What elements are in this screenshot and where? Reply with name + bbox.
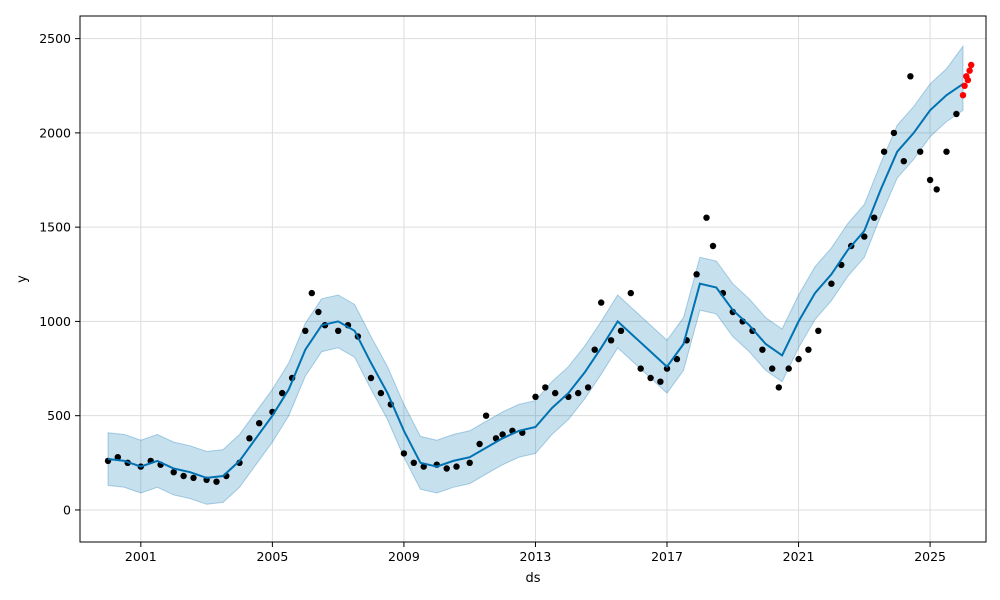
observed-point (575, 389, 582, 397)
y-tick-label: 1000 (39, 314, 71, 329)
observed-point (213, 478, 220, 485)
observed-point (598, 299, 605, 306)
y-tick-label: 2000 (39, 125, 71, 140)
forecast-line (107, 83, 964, 479)
grid-lines (80, 16, 986, 542)
observed-point (315, 308, 322, 316)
x-axis-ticks: 2001 2005 2009 2013 2017 2021 2025 (125, 542, 946, 564)
y-axis-label: y (15, 275, 30, 283)
uncertainty-band-area (107, 44, 964, 505)
observed-point (617, 327, 625, 334)
observed-point (828, 280, 835, 287)
observed-point (795, 355, 802, 363)
recent-points (959, 61, 975, 99)
observed-point (703, 214, 710, 221)
observed-point (377, 389, 385, 397)
observed-point (246, 435, 253, 442)
x-tick-label: 2001 (125, 549, 157, 564)
observed-point (637, 365, 644, 372)
observed-point (759, 346, 766, 353)
observed-point (805, 346, 812, 353)
observed-point (917, 148, 924, 155)
observed-point (943, 148, 950, 155)
observed-point (663, 365, 671, 372)
observed-point (466, 459, 473, 466)
observed-point (482, 412, 490, 419)
observed-point (453, 463, 460, 470)
observed-point (749, 327, 756, 334)
observed-point (953, 110, 960, 118)
observed-point (335, 327, 342, 334)
observed-point (476, 440, 483, 448)
forecast-path (107, 83, 964, 479)
observed-point (769, 365, 776, 372)
observed-point (532, 393, 539, 400)
recent-point (961, 82, 968, 90)
observed-point (785, 365, 792, 372)
observed-point (900, 158, 907, 165)
x-tick-label: 2017 (651, 549, 683, 564)
x-tick-label: 2005 (256, 549, 288, 564)
observed-point (584, 384, 592, 391)
y-tick-label: 500 (47, 408, 71, 423)
uncertainty-band (107, 44, 964, 505)
y-tick-label: 2500 (39, 31, 71, 46)
recent-point (959, 92, 967, 99)
observed-point (933, 186, 940, 193)
recent-point (968, 61, 975, 69)
x-tick-label: 2009 (388, 549, 420, 564)
x-axis-label: ds (525, 571, 540, 586)
observed-point (308, 289, 315, 297)
observed-point (492, 435, 500, 442)
y-tick-label: 1500 (39, 220, 71, 235)
observed-point (190, 474, 197, 482)
plot-frame (79, 15, 987, 543)
observed-point (861, 233, 868, 240)
recent-point (966, 67, 973, 74)
x-tick-label: 2025 (914, 549, 946, 564)
observed-point (880, 148, 888, 155)
observed-point (180, 472, 187, 480)
observed-point (499, 431, 506, 438)
observed-point (871, 214, 878, 221)
x-tick-label: 2021 (783, 549, 815, 564)
observed-point (926, 176, 934, 184)
observed-point (400, 450, 408, 457)
observed-point (775, 384, 782, 391)
observed-point (256, 420, 263, 427)
observed-point (552, 389, 559, 397)
observed-point (607, 337, 615, 344)
observed-point (907, 73, 914, 80)
observed-point (673, 355, 681, 363)
recent-point (964, 76, 972, 84)
observed-point (302, 327, 309, 334)
observed-point (114, 454, 122, 461)
observed-point (627, 289, 634, 297)
observed-point (591, 346, 598, 353)
y-axis-ticks: 0 500 1000 1500 2000 2500 (39, 31, 80, 517)
observed-point (693, 271, 700, 278)
observed-point (542, 384, 549, 391)
observed-point (709, 242, 717, 250)
observed-point (410, 459, 417, 466)
observed-point (279, 389, 286, 397)
y-tick-label: 0 (63, 502, 71, 517)
observed-point (815, 327, 822, 334)
observed-point (890, 129, 898, 137)
observed-point (170, 469, 177, 476)
observed-point (657, 378, 664, 385)
observed-point (367, 374, 375, 382)
observed-point (647, 374, 654, 382)
x-tick-label: 2013 (520, 549, 552, 564)
observed-point (420, 463, 427, 470)
observed-point (443, 465, 450, 472)
